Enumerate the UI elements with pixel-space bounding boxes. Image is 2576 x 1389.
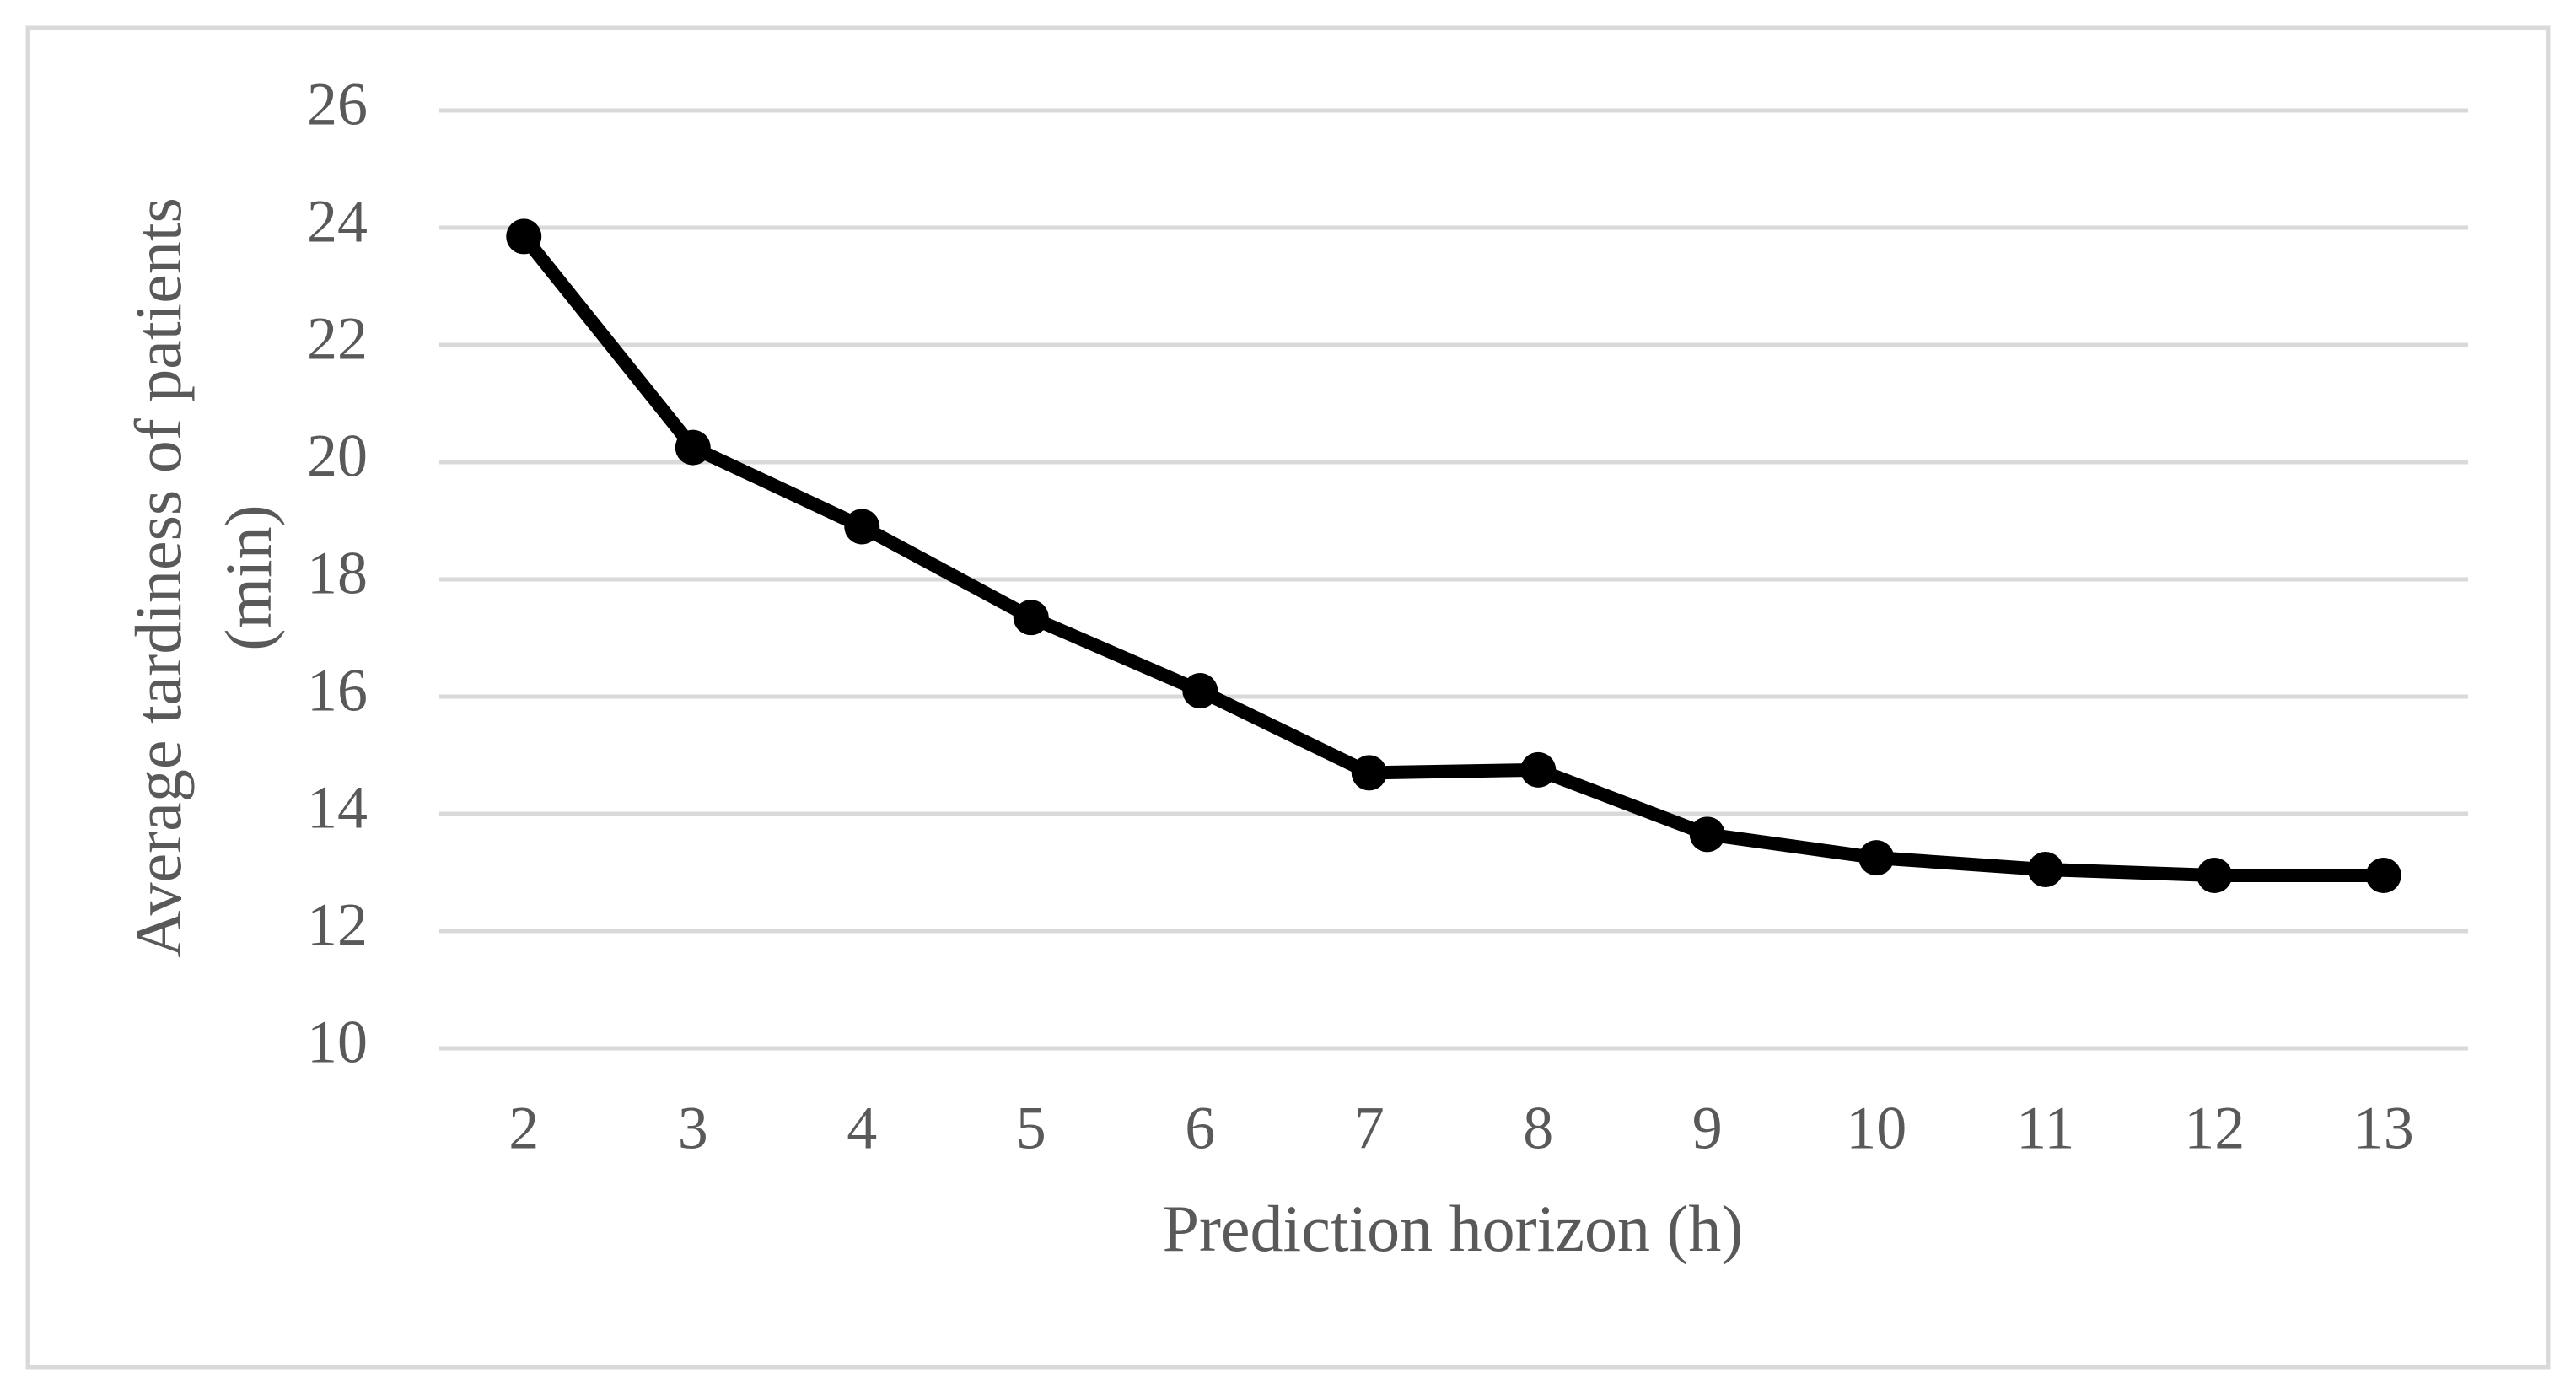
y-tick-label: 18	[307, 540, 368, 607]
y-tick-label: 20	[307, 423, 368, 490]
marker	[844, 509, 880, 545]
marker	[506, 218, 542, 255]
x-tick-label: 6	[1185, 1095, 1215, 1162]
x-tick-label: 5	[1016, 1095, 1046, 1162]
x-axis-title: Prediction horizon (h)	[1163, 1192, 1744, 1265]
x-tick-label: 13	[2353, 1095, 2414, 1162]
x-tick-label: 2	[508, 1095, 539, 1162]
marker	[1182, 673, 1218, 709]
y-tick-label: 10	[307, 1009, 368, 1076]
y-tick-label: 12	[307, 891, 368, 959]
marker	[2365, 857, 2401, 893]
x-tick-label: 7	[1354, 1095, 1385, 1162]
marker	[2197, 857, 2233, 893]
x-tick-label: 10	[1846, 1095, 1906, 1162]
x-tick-label: 12	[2184, 1095, 2245, 1162]
marker	[2027, 852, 2063, 888]
x-tick-label: 11	[2016, 1095, 2074, 1162]
y-axis-title: Average tardiness of patients	[121, 197, 195, 958]
marker	[1520, 751, 1557, 788]
marker	[1351, 755, 1387, 791]
y-tick-label: 14	[307, 774, 368, 842]
line	[519, 232, 2384, 882]
marker	[675, 429, 711, 466]
x-tick-label: 4	[847, 1095, 877, 1162]
y-tick-label: 24	[307, 188, 368, 256]
y-tick-label: 26	[307, 71, 368, 138]
x-tick-label: 9	[1692, 1095, 1723, 1162]
marker	[1013, 600, 1049, 636]
marker	[1858, 840, 1895, 876]
marker	[1689, 816, 1725, 853]
y-tick-label: 16	[307, 657, 368, 724]
x-tick-label: 3	[678, 1095, 708, 1162]
y-axis-title: (min)	[212, 504, 285, 650]
y-tick-label: 22	[307, 305, 368, 373]
x-tick-label: 8	[1523, 1095, 1553, 1162]
